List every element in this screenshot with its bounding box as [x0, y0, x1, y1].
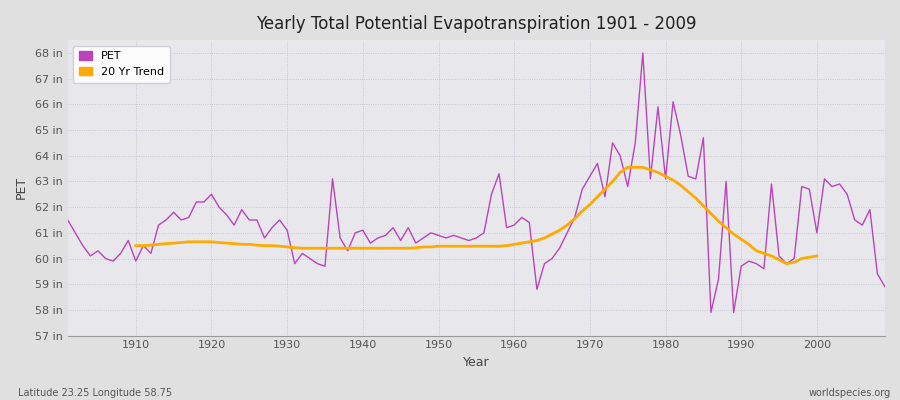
Y-axis label: PET: PET	[15, 176, 28, 200]
Text: worldspecies.org: worldspecies.org	[809, 388, 891, 398]
Title: Yearly Total Potential Evapotranspiration 1901 - 2009: Yearly Total Potential Evapotranspiratio…	[256, 15, 697, 33]
X-axis label: Year: Year	[463, 356, 490, 369]
Legend: PET, 20 Yr Trend: PET, 20 Yr Trend	[73, 46, 170, 82]
Text: Latitude 23.25 Longitude 58.75: Latitude 23.25 Longitude 58.75	[18, 388, 172, 398]
